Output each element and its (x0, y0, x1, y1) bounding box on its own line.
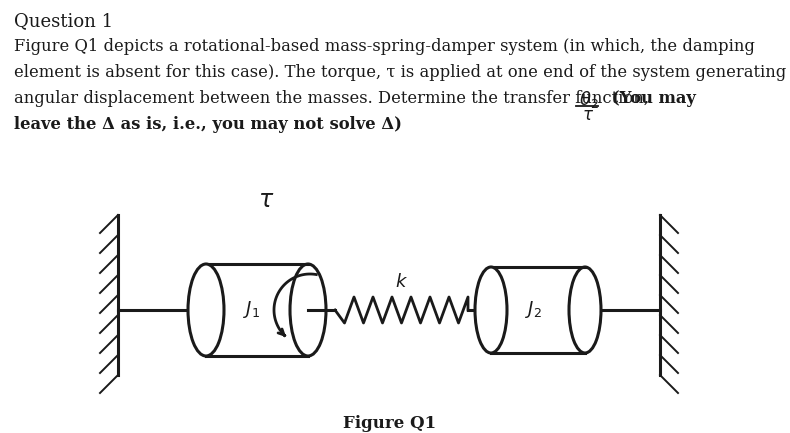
Ellipse shape (475, 267, 507, 353)
Bar (206, 264, 290, 356)
Text: leave the Δ as is, i.e., you may not solve Δ): leave the Δ as is, i.e., you may not sol… (14, 116, 402, 133)
Ellipse shape (290, 264, 326, 356)
Text: element is absent for this case). The torque, τ is applied at one end of the sys: element is absent for this case). The to… (14, 64, 786, 81)
Ellipse shape (188, 264, 224, 356)
Text: $J_2$: $J_2$ (525, 300, 543, 320)
Text: (You may: (You may (612, 90, 696, 107)
Ellipse shape (569, 267, 601, 353)
Text: Question 1: Question 1 (14, 12, 113, 30)
Text: $\tau$: $\tau$ (258, 188, 274, 212)
Text: angular displacement between the masses. Determine the transfer function,: angular displacement between the masses.… (14, 90, 649, 107)
Text: Figure Q1 depicts a rotational-based mass-spring-damper system (in which, the da: Figure Q1 depicts a rotational-based mas… (14, 38, 755, 55)
Text: $k$: $k$ (395, 273, 408, 291)
Text: Figure Q1: Figure Q1 (344, 415, 437, 432)
Text: $\theta_2$: $\theta_2$ (579, 89, 599, 110)
Text: $\tau$: $\tau$ (582, 107, 594, 124)
Text: $J_1$: $J_1$ (243, 300, 261, 320)
Bar (491, 267, 569, 353)
